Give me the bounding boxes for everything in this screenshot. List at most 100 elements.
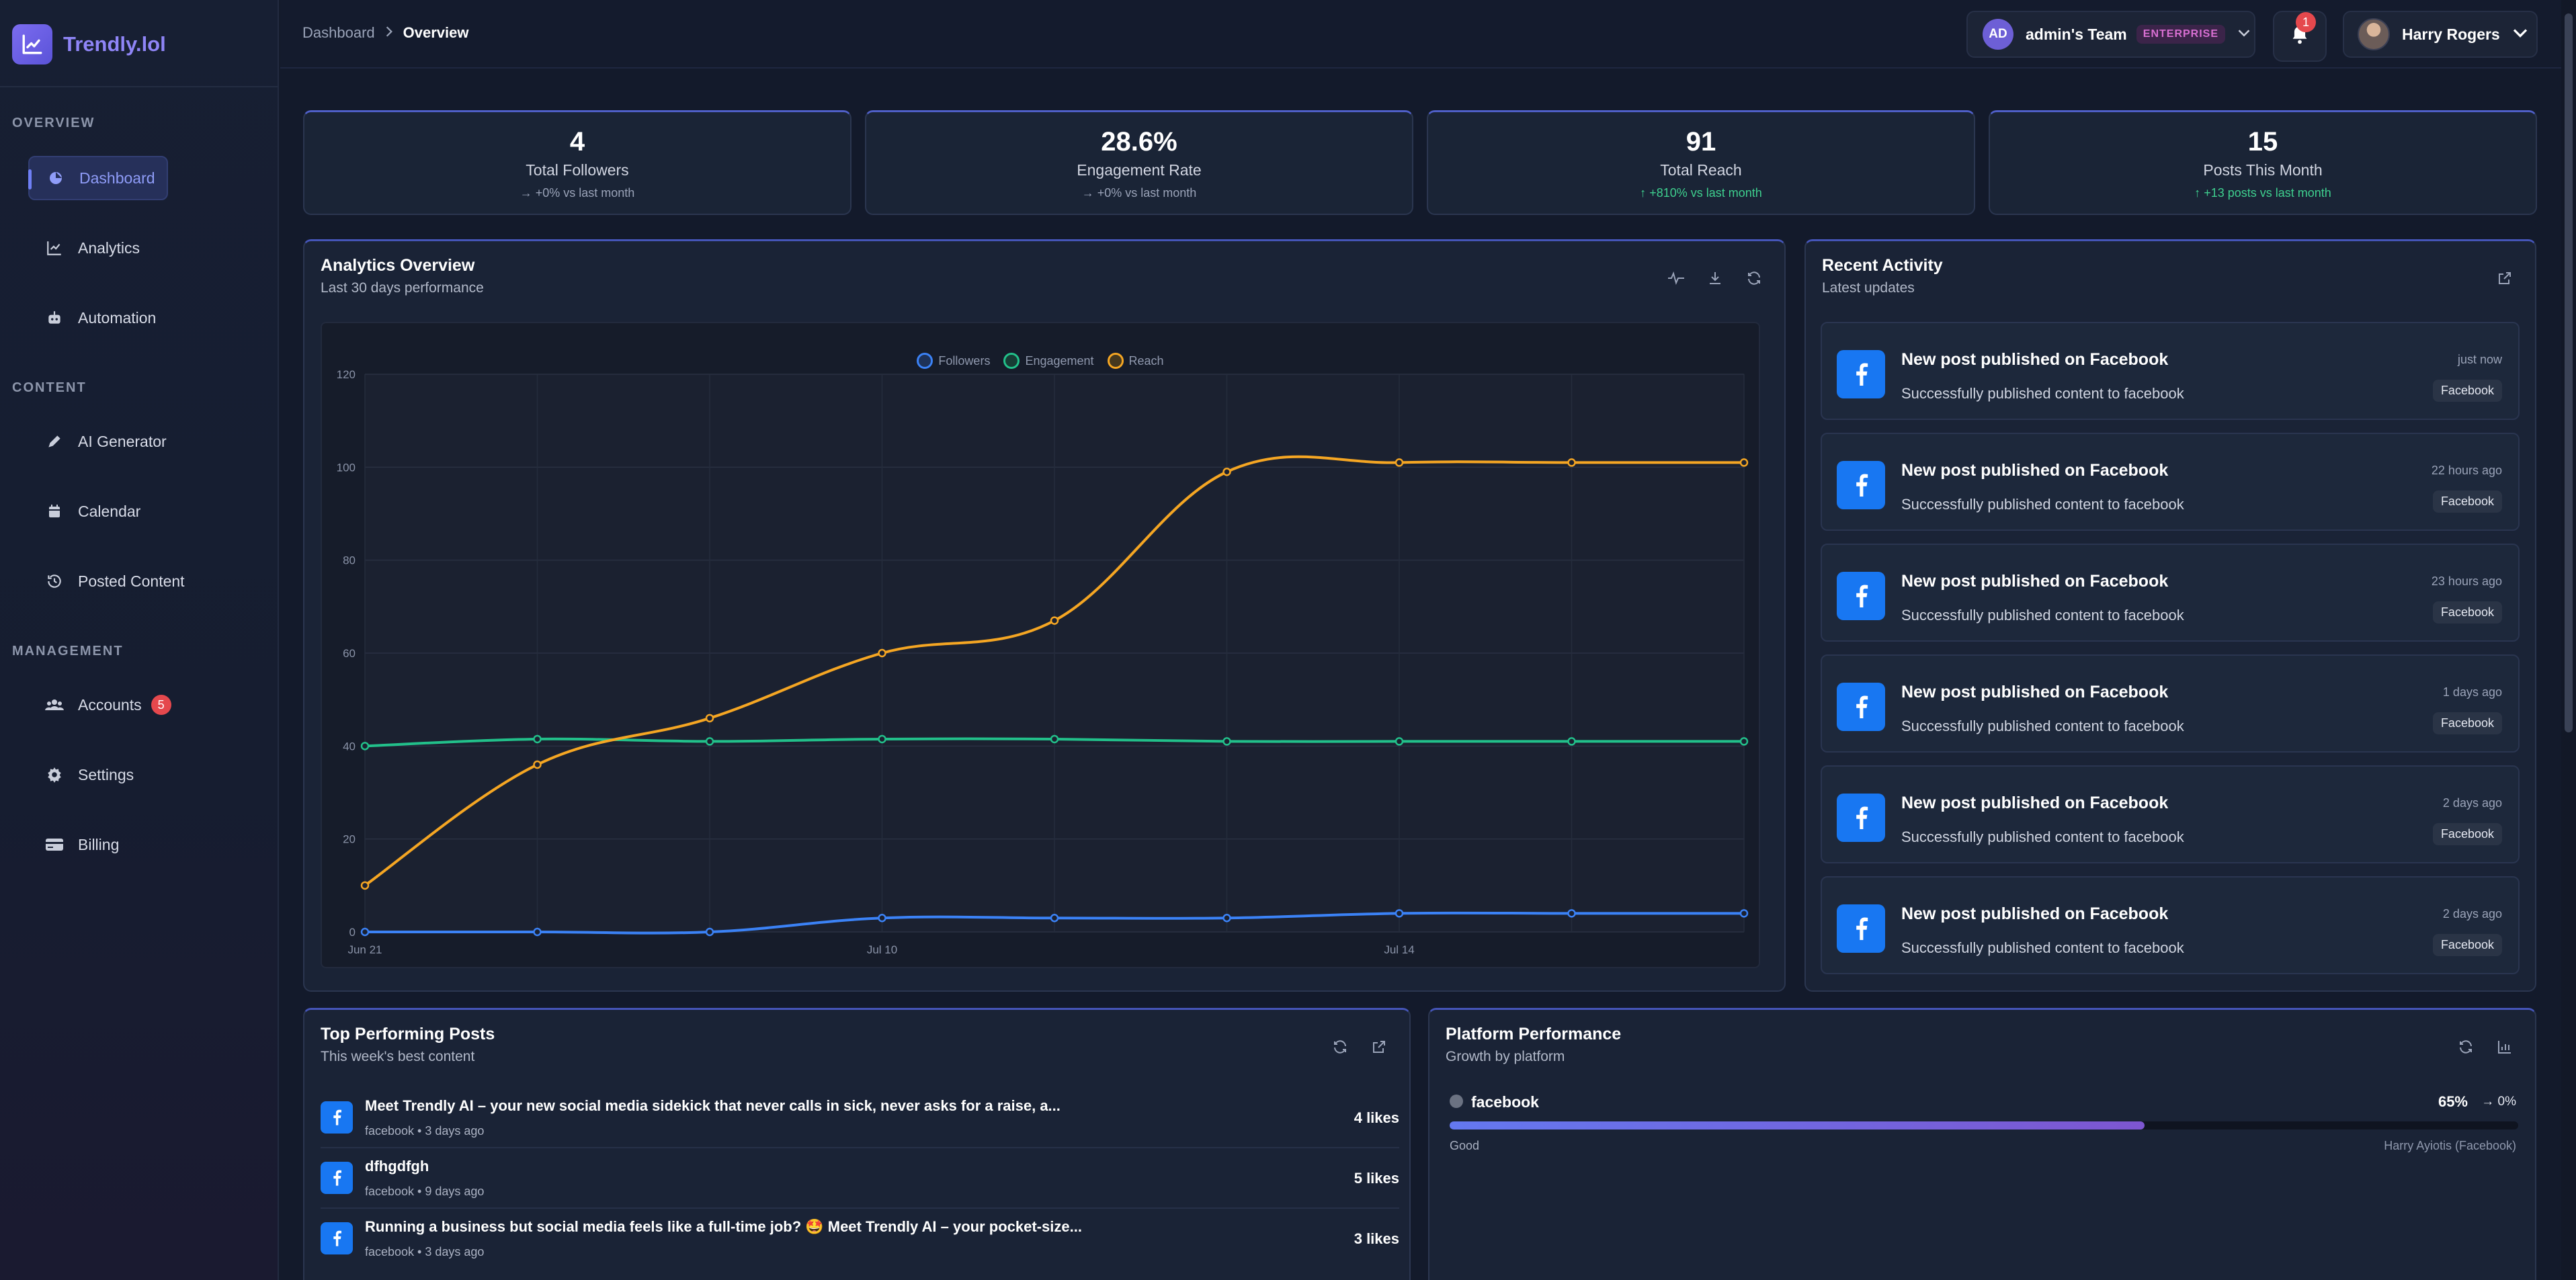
platform-toolbar bbox=[2437, 1037, 2515, 1057]
chart-toolbar bbox=[1647, 268, 1764, 288]
data-point-followers bbox=[1567, 909, 1576, 918]
line-chart-icon bbox=[44, 238, 65, 258]
breadcrumb-current: Overview bbox=[403, 24, 469, 41]
sidebar-item-label: Calendar bbox=[78, 502, 141, 520]
activity-item[interactable]: New post published on Facebook Successful… bbox=[1821, 544, 2520, 642]
stat-value: 91 bbox=[1686, 127, 1716, 157]
arrow-right-icon: → bbox=[1081, 186, 1097, 200]
legend-item-followers[interactable]: Followers bbox=[917, 353, 990, 369]
facebook-icon bbox=[321, 1162, 353, 1194]
data-point-reach bbox=[1050, 616, 1059, 625]
stat-card-reach: 91 Total Reach ↑ +810% vs last month bbox=[1427, 110, 1975, 215]
sidebar-item-ai-generator[interactable]: AI Generator bbox=[28, 419, 167, 464]
credit-card-icon bbox=[44, 835, 65, 855]
legend-label: Reach bbox=[1128, 353, 1164, 368]
user-menu-button[interactable]: Harry Rogers bbox=[2343, 11, 2538, 58]
post-meta: facebook • 3 days ago bbox=[365, 1245, 485, 1258]
scrollbar-thumb[interactable] bbox=[2565, 13, 2573, 732]
data-point-engagement bbox=[360, 742, 370, 751]
top-posts-toolbar bbox=[1311, 1037, 1389, 1057]
stat-label: Posts This Month bbox=[2203, 161, 2323, 179]
data-point-reach bbox=[360, 881, 370, 890]
activity-item[interactable]: New post published on Facebook Successful… bbox=[1821, 876, 2520, 974]
refresh-icon[interactable] bbox=[1330, 1037, 1350, 1057]
external-link-icon[interactable] bbox=[2495, 268, 2515, 288]
sidebar-item-calendar[interactable]: Calendar bbox=[28, 489, 140, 534]
data-point-engagement bbox=[878, 734, 886, 744]
x-tick-label: Jul 14 bbox=[1384, 943, 1414, 956]
platform-progress-fill bbox=[1450, 1121, 2145, 1129]
activity-title: New post published on Facebook bbox=[1901, 683, 2169, 701]
refresh-icon[interactable] bbox=[1744, 268, 1764, 288]
sidebar-item-automation[interactable]: Automation bbox=[28, 296, 156, 340]
sidebar-item-analytics[interactable]: Analytics bbox=[28, 226, 140, 270]
download-icon[interactable] bbox=[1705, 268, 1725, 288]
data-point-followers bbox=[1739, 909, 1749, 918]
activity-item[interactable]: New post published on Facebook Successful… bbox=[1821, 322, 2520, 420]
refresh-icon[interactable] bbox=[2456, 1037, 2476, 1057]
facebook-icon bbox=[1837, 904, 1885, 953]
plan-badge: ENTERPRISE bbox=[2136, 25, 2226, 44]
data-point-followers bbox=[1222, 914, 1231, 923]
stat-label: Engagement Rate bbox=[1077, 161, 1202, 179]
breadcrumb-parent[interactable]: Dashboard bbox=[302, 24, 375, 41]
notification-count-badge: 1 bbox=[2296, 12, 2316, 32]
top-post-row[interactable]: dfhgdfgh facebook • 9 days ago 5 likes bbox=[321, 1150, 1399, 1209]
activity-title: New post published on Facebook bbox=[1901, 794, 2169, 812]
sidebar-item-settings[interactable]: Settings bbox=[28, 753, 134, 797]
sidebar-item-dashboard[interactable]: Dashboard bbox=[28, 156, 168, 200]
post-likes: 3 likes bbox=[1354, 1230, 1399, 1247]
data-point-followers bbox=[1395, 909, 1404, 918]
sidebar-item-posted-content[interactable]: Posted Content bbox=[28, 559, 185, 603]
activity-description: Successfully published content to facebo… bbox=[1901, 939, 2184, 956]
activity-title: New post published on Facebook bbox=[1901, 350, 2169, 369]
team-switcher[interactable]: AD admin's Team ENTERPRISE bbox=[1966, 11, 2255, 58]
y-tick-label: 80 bbox=[343, 554, 356, 567]
legend-item-engagement[interactable]: Engagement bbox=[1003, 353, 1094, 369]
user-avatar bbox=[2358, 18, 2390, 50]
activity-item[interactable]: New post published on Facebook Successful… bbox=[1821, 433, 2520, 531]
arrow-up-icon: ↑ bbox=[2194, 186, 2204, 200]
facebook-icon bbox=[1837, 461, 1885, 509]
facebook-icon bbox=[321, 1101, 353, 1134]
sidebar-item-label: Dashboard bbox=[79, 169, 155, 187]
top-post-row[interactable]: Meet Trendly AI – your new social media … bbox=[321, 1089, 1399, 1148]
sidebar-item-accounts[interactable]: Accounts 5 bbox=[28, 683, 171, 727]
sidebar-item-billing[interactable]: Billing bbox=[28, 822, 119, 867]
brand[interactable]: Trendly.lol bbox=[12, 24, 166, 65]
nav-section-overview: OVERVIEW bbox=[12, 116, 95, 130]
data-point-engagement bbox=[1739, 737, 1749, 746]
data-point-followers bbox=[533, 927, 542, 937]
data-point-reach bbox=[878, 648, 886, 658]
data-point-engagement bbox=[705, 737, 714, 746]
data-point-reach bbox=[1222, 468, 1231, 476]
bar-chart-icon[interactable] bbox=[2495, 1037, 2515, 1057]
activity-item[interactable]: New post published on Facebook Successful… bbox=[1821, 765, 2520, 863]
panel-subtitle: Latest updates bbox=[1822, 280, 1915, 296]
post-likes: 4 likes bbox=[1354, 1109, 1399, 1126]
sidebar-item-label: Analytics bbox=[78, 239, 140, 257]
platform-trend: → 0% bbox=[2481, 1095, 2516, 1109]
post-likes: 5 likes bbox=[1354, 1170, 1399, 1187]
stat-card-posts: 15 Posts This Month ↑ +13 posts vs last … bbox=[1989, 110, 2537, 215]
notifications-button[interactable]: 1 bbox=[2273, 11, 2327, 62]
facebook-icon bbox=[1837, 350, 1885, 398]
legend-item-reach[interactable]: Reach bbox=[1107, 353, 1164, 369]
panel-title: Analytics Overview bbox=[321, 256, 475, 275]
external-link-icon[interactable] bbox=[1369, 1037, 1389, 1057]
top-post-row[interactable]: Running a business but social media feel… bbox=[321, 1210, 1399, 1269]
data-point-followers bbox=[360, 927, 370, 937]
stat-delta: → +0% vs last month bbox=[520, 186, 635, 200]
chart-pie-icon bbox=[46, 168, 66, 188]
stat-value: 4 bbox=[569, 127, 585, 157]
chevron-down-icon bbox=[2237, 28, 2251, 41]
nav-section-content: CONTENT bbox=[12, 380, 87, 395]
page-scrollbar[interactable] bbox=[2561, 0, 2576, 1280]
data-point-reach bbox=[1567, 458, 1576, 467]
activity-item[interactable]: New post published on Facebook Successful… bbox=[1821, 654, 2520, 753]
pen-icon bbox=[44, 431, 65, 452]
users-icon bbox=[44, 695, 65, 715]
chart-type-toggle-icon[interactable] bbox=[1666, 268, 1686, 288]
y-tick-label: 40 bbox=[343, 740, 356, 753]
